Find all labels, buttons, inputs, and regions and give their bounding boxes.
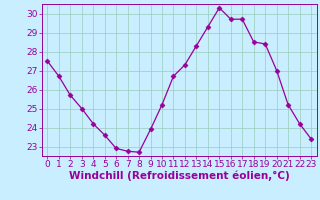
X-axis label: Windchill (Refroidissement éolien,°C): Windchill (Refroidissement éolien,°C): [69, 171, 290, 181]
